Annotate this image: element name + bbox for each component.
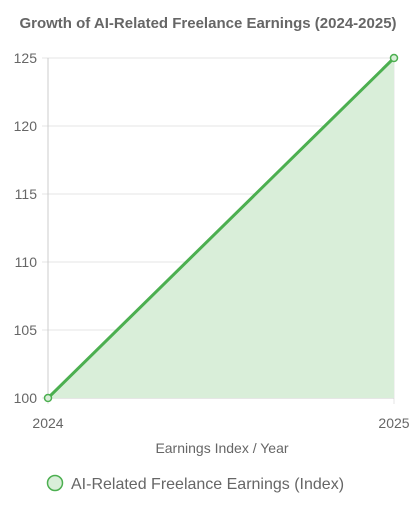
x-axis-ticks: 2024 2025: [32, 415, 409, 431]
y-axis-ticks: 100 105 110 115 120 125: [14, 50, 38, 406]
data-point[interactable]: [43, 393, 53, 403]
y-tick-label: 105: [14, 322, 38, 338]
legend-marker: [46, 474, 64, 492]
series-line: [46, 56, 396, 400]
y-tick-label: 120: [14, 118, 38, 134]
legend[interactable]: AI-Related Freelance Earnings (Index): [46, 474, 345, 494]
chart-title: Growth of AI-Related Freelance Earnings …: [19, 15, 396, 32]
x-tick-label: 2025: [378, 415, 409, 431]
y-tick-label: 115: [15, 186, 38, 202]
y-tick-label: 125: [14, 50, 38, 66]
x-axis-label: Earnings Index / Year: [155, 440, 288, 456]
legend-label: AI-Related Freelance Earnings (Index): [71, 476, 344, 493]
y-tick-label: 110: [15, 254, 38, 270]
y-tick-label: 100: [14, 390, 38, 406]
series-group: [43, 53, 399, 403]
x-tick-label: 2024: [32, 415, 63, 431]
data-point[interactable]: [389, 53, 399, 63]
